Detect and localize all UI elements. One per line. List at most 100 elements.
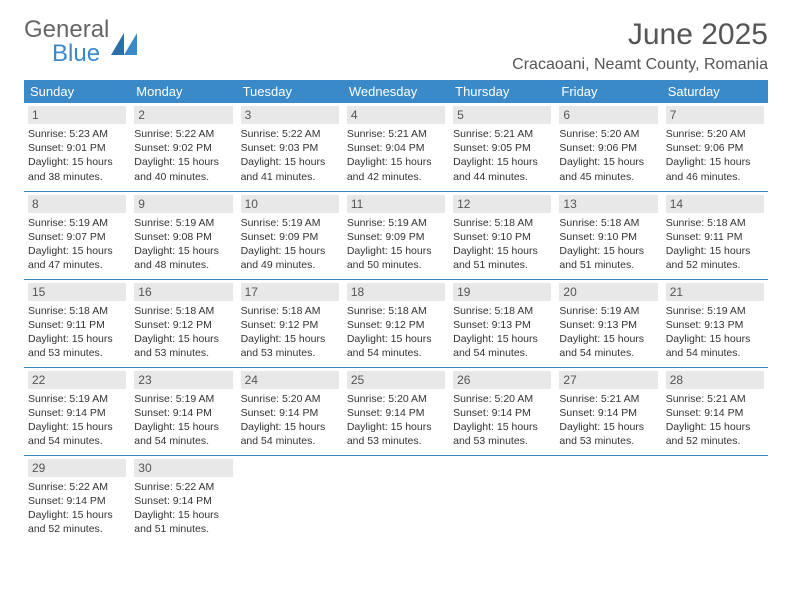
calendar-cell: 30Sunrise: 5:22 AMSunset: 9:14 PMDayligh… — [130, 455, 236, 543]
day-info: Sunrise: 5:18 AMSunset: 9:12 PMDaylight:… — [241, 304, 339, 361]
day-number: 29 — [28, 459, 126, 477]
logo: General Blue — [24, 18, 137, 66]
day-info: Sunrise: 5:19 AMSunset: 9:14 PMDaylight:… — [28, 392, 126, 449]
calendar-cell: 23Sunrise: 5:19 AMSunset: 9:14 PMDayligh… — [130, 367, 236, 455]
calendar-cell: 21 Sunrise: 5:19 AMSunset: 9:13 PMDayligh… — [662, 279, 768, 367]
day-info: Sunrise: 5:18 AMSunset: 9:11 PMDaylight:… — [28, 304, 126, 361]
day-info-line: Daylight: 15 hours — [666, 244, 764, 258]
day-info-line: Daylight: 15 hours — [241, 420, 339, 434]
calendar-cell: 19Sunrise: 5:18 AMSunset: 9:13 PMDayligh… — [449, 279, 555, 367]
day-info-line: Sunset: 9:05 PM — [453, 141, 551, 155]
calendar-cell: 14 Sunrise: 5:18 AMSunset: 9:11 PMDayligh… — [662, 191, 768, 279]
day-info-line: Daylight: 15 hours — [28, 155, 126, 169]
calendar-cell: 11Sunrise: 5:19 AMSunset: 9:09 PMDayligh… — [343, 191, 449, 279]
calendar-cell — [343, 455, 449, 543]
calendar-cell — [449, 455, 555, 543]
day-info-line: Sunrise: 5:19 AM — [241, 216, 339, 230]
day-info-line: Daylight: 15 hours — [134, 508, 232, 522]
day-info-line: Sunrise: 5:18 AM — [666, 216, 764, 230]
day-info-line: Sunrise: 5:22 AM — [134, 480, 232, 494]
day-number: 27 — [559, 371, 657, 389]
day-info-line: and 54 minutes. — [347, 346, 445, 360]
day-info: Sunrise: 5:21 AMSunset: 9:14 PMDaylight:… — [666, 392, 764, 449]
day-info: Sunrise: 5:21 AMSunset: 9:04 PMDaylight:… — [347, 127, 445, 184]
day-info: Sunrise: 5:19 AMSunset: 9:07 PMDaylight:… — [28, 216, 126, 273]
calendar-cell: 6Sunrise: 5:20 AMSunset: 9:06 PMDaylight… — [555, 103, 661, 191]
calendar-cell: 8 Sunrise: 5:19 AMSunset: 9:07 PMDaylight… — [24, 191, 130, 279]
day-info-line: Sunrise: 5:18 AM — [453, 216, 551, 230]
day-number: 9 — [134, 195, 232, 213]
day-info-line: Sunrise: 5:22 AM — [241, 127, 339, 141]
logo-word2: Blue — [52, 42, 109, 66]
day-info-line: Daylight: 15 hours — [347, 332, 445, 346]
day-info-line: Daylight: 15 hours — [347, 420, 445, 434]
day-info-line: Daylight: 15 hours — [559, 155, 657, 169]
day-info-line: and 51 minutes. — [453, 258, 551, 272]
day-number: 17 — [241, 283, 339, 301]
day-info: Sunrise: 5:20 AMSunset: 9:14 PMDaylight:… — [453, 392, 551, 449]
day-number: 8 — [28, 195, 126, 213]
day-info-line: Sunset: 9:11 PM — [28, 318, 126, 332]
day-info-line: and 53 minutes. — [134, 346, 232, 360]
day-info-line: and 53 minutes. — [559, 434, 657, 448]
day-info-line: Sunset: 9:10 PM — [453, 230, 551, 244]
day-info: Sunrise: 5:22 AMSunset: 9:02 PMDaylight:… — [134, 127, 232, 184]
dayname: Tuesday — [237, 80, 343, 103]
day-info-line: Daylight: 15 hours — [134, 420, 232, 434]
day-info-line: Sunset: 9:14 PM — [28, 406, 126, 420]
day-number: 10 — [241, 195, 339, 213]
day-info-line: Daylight: 15 hours — [559, 332, 657, 346]
day-number: 14 — [666, 195, 764, 213]
day-info-line: Daylight: 15 hours — [559, 244, 657, 258]
day-info-line: Sunrise: 5:18 AM — [28, 304, 126, 318]
day-info-line: Daylight: 15 hours — [134, 244, 232, 258]
day-number: 11 — [347, 195, 445, 213]
day-info-line: and 54 minutes. — [666, 346, 764, 360]
day-number: 26 — [453, 371, 551, 389]
calendar-cell: 18Sunrise: 5:18 AMSunset: 9:12 PMDayligh… — [343, 279, 449, 367]
day-info-line: and 38 minutes. — [28, 170, 126, 184]
day-info-line: and 54 minutes. — [28, 434, 126, 448]
day-info-line: Sunrise: 5:18 AM — [559, 216, 657, 230]
day-info-line: Sunrise: 5:21 AM — [666, 392, 764, 406]
day-info-line: Sunset: 9:13 PM — [559, 318, 657, 332]
day-info-line: Sunset: 9:09 PM — [347, 230, 445, 244]
day-info: Sunrise: 5:19 AMSunset: 9:08 PMDaylight:… — [134, 216, 232, 273]
day-info-line: and 40 minutes. — [134, 170, 232, 184]
day-info-line: Sunrise: 5:18 AM — [347, 304, 445, 318]
day-info-line: and 49 minutes. — [241, 258, 339, 272]
day-number: 21 — [666, 283, 764, 301]
day-info-line: and 47 minutes. — [28, 258, 126, 272]
day-info-line: Sunrise: 5:19 AM — [134, 216, 232, 230]
day-info-line: Sunset: 9:13 PM — [453, 318, 551, 332]
day-info: Sunrise: 5:18 AMSunset: 9:12 PMDaylight:… — [134, 304, 232, 361]
day-number: 18 — [347, 283, 445, 301]
day-info: Sunrise: 5:22 AMSunset: 9:14 PMDaylight:… — [28, 480, 126, 537]
day-info: Sunrise: 5:22 AMSunset: 9:03 PMDaylight:… — [241, 127, 339, 184]
day-info: Sunrise: 5:18 AMSunset: 9:10 PMDaylight:… — [453, 216, 551, 273]
day-info-line: Sunrise: 5:20 AM — [666, 127, 764, 141]
calendar-cell: 27Sunrise: 5:21 AMSunset: 9:14 PMDayligh… — [555, 367, 661, 455]
day-info: Sunrise: 5:18 AMSunset: 9:10 PMDaylight:… — [559, 216, 657, 273]
day-info-line: Sunrise: 5:19 AM — [347, 216, 445, 230]
calendar-cell: 15Sunrise: 5:18 AMSunset: 9:11 PMDayligh… — [24, 279, 130, 367]
day-info-line: Sunset: 9:14 PM — [134, 406, 232, 420]
day-info-line: Sunset: 9:12 PM — [134, 318, 232, 332]
day-info-line: and 52 minutes. — [666, 258, 764, 272]
calendar-row: 1Sunrise: 5:23 AMSunset: 9:01 PMDaylight… — [24, 103, 768, 191]
day-info-line: Sunset: 9:01 PM — [28, 141, 126, 155]
day-info-line: Sunset: 9:14 PM — [559, 406, 657, 420]
calendar-row: 15Sunrise: 5:18 AMSunset: 9:11 PMDayligh… — [24, 279, 768, 367]
day-number: 1 — [28, 106, 126, 124]
day-info: Sunrise: 5:19 AMSunset: 9:13 PMDaylight:… — [666, 304, 764, 361]
day-info-line: Daylight: 15 hours — [241, 155, 339, 169]
day-info-line: Sunrise: 5:19 AM — [666, 304, 764, 318]
day-info-line: Daylight: 15 hours — [453, 332, 551, 346]
day-info: Sunrise: 5:20 AMSunset: 9:06 PMDaylight:… — [559, 127, 657, 184]
month-title: June 2025 — [512, 18, 768, 52]
day-info-line: Sunrise: 5:19 AM — [28, 216, 126, 230]
day-info-line: Sunset: 9:11 PM — [666, 230, 764, 244]
calendar-row: 8 Sunrise: 5:19 AMSunset: 9:07 PMDaylight… — [24, 191, 768, 279]
day-info-line: and 46 minutes. — [666, 170, 764, 184]
day-number: 7 — [666, 106, 764, 124]
